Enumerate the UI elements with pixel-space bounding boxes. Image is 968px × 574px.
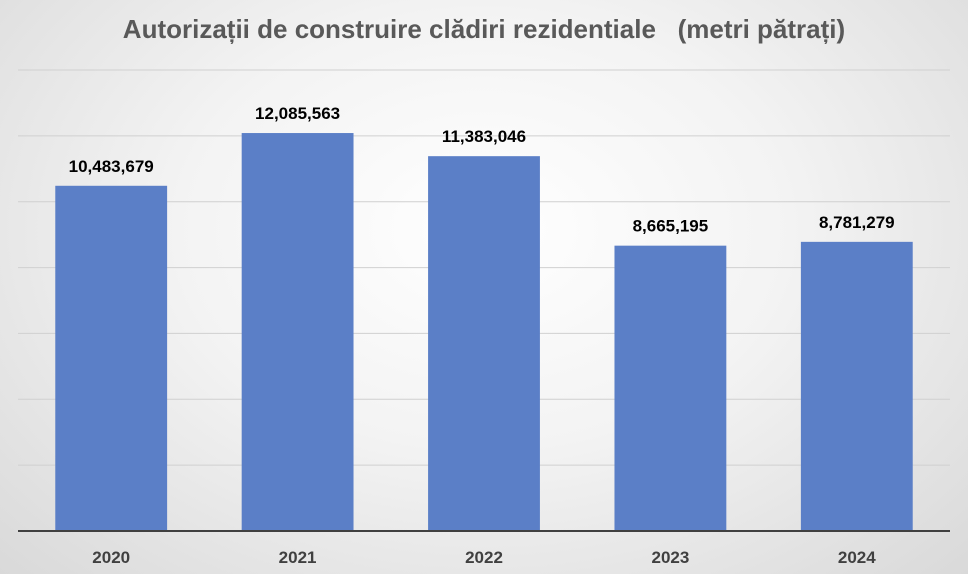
x-tick-label-2020: 2020 — [92, 548, 130, 567]
data-label-2022: 11,383,046 — [442, 127, 526, 146]
bars — [55, 133, 913, 532]
bar-2023 — [614, 245, 727, 531]
data-label-2023: 8,665,195 — [633, 217, 709, 236]
chart-title: Autorizații de construire clădiri rezide… — [122, 14, 846, 44]
bar-2021 — [241, 133, 354, 531]
x-tick-label-2022: 2022 — [465, 548, 503, 567]
data-label-2020: 10,483,679 — [69, 157, 154, 176]
data-label-2024: 8,781,279 — [819, 213, 895, 232]
data-label-2021: 12,085,563 — [255, 104, 340, 123]
bar-2024 — [800, 241, 913, 531]
bar-2022 — [428, 156, 540, 532]
data-labels: 10,483,679 12,085,563 11,383,046 8,665,195 8… — [69, 104, 895, 236]
bar-2020 — [55, 185, 168, 532]
x-tick-label-2023: 2023 — [651, 548, 689, 567]
x-tick-label-2024: 2024 — [838, 548, 876, 567]
x-tick-label-2021: 2021 — [279, 548, 317, 567]
x-axis-ticks: 2020 2021 2022 2023 2024 — [92, 548, 876, 567]
